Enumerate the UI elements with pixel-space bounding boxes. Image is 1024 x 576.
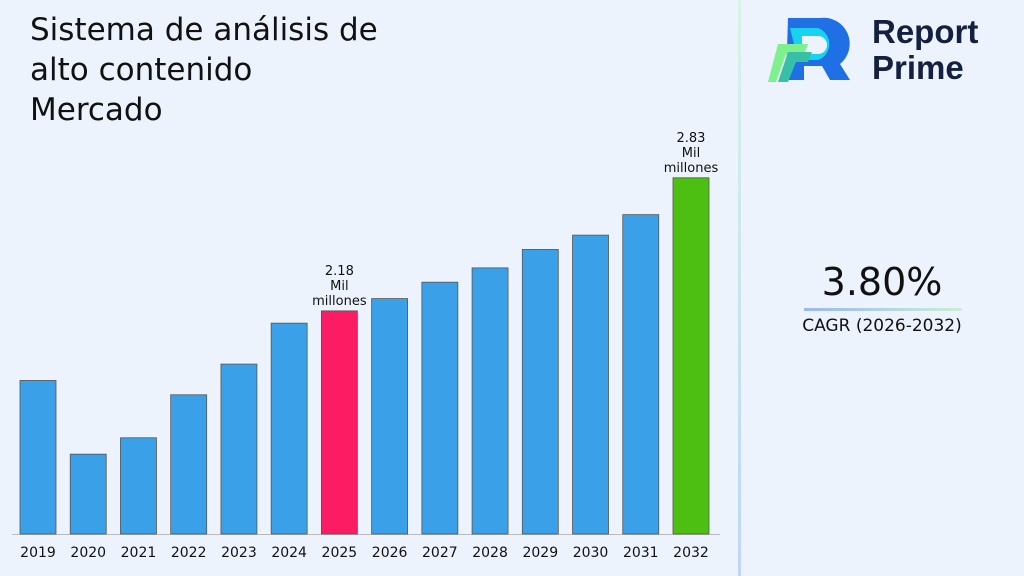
data-label: millones (312, 294, 367, 309)
bar-2022 (170, 394, 208, 535)
data-label: Mil (682, 146, 700, 161)
divider (738, 0, 741, 576)
x-tick-label: 2030 (573, 545, 609, 561)
cagr-label: CAGR (2026-2032) (802, 316, 962, 336)
bar-2020 (69, 453, 107, 535)
x-tick-label: 2020 (70, 545, 106, 561)
x-tick-label: 2028 (472, 545, 508, 561)
bar-2031 (622, 214, 660, 535)
x-tick-label: 2025 (322, 545, 358, 561)
x-tick-label: 2027 (422, 545, 458, 561)
bar-2032 (672, 177, 710, 535)
data-label: Mil (330, 279, 348, 294)
data-label: 2.83 (677, 131, 706, 146)
x-tick-label: 2021 (121, 545, 157, 561)
cagr-value: 3.80% (821, 260, 943, 304)
x-tick-label: 2032 (673, 545, 709, 561)
bar-2024 (270, 322, 308, 535)
report-prime-logo-icon (768, 17, 850, 82)
bar-chart: 2019 2020 2021 2022 2023 2024 2025 2026 2027 2028… (12, 131, 720, 561)
data-label: millones (664, 161, 719, 176)
x-tick-label: 2019 (20, 545, 56, 561)
x-tick-label: 2023 (221, 545, 257, 561)
bar-2021 (120, 437, 157, 535)
bar-2026 (371, 298, 409, 535)
x-tick-label: 2022 (171, 545, 207, 561)
brand-line-2: Prime (872, 49, 964, 86)
bar-2025 (320, 310, 358, 535)
brand-line-1: Report (872, 13, 979, 50)
x-tick-label: 2024 (271, 545, 307, 561)
bar-2027 (421, 281, 459, 535)
cagr-underline (804, 308, 962, 311)
bar-2028 (471, 267, 509, 535)
data-label: 2.18 (325, 264, 354, 279)
page-title: Sistema de análisis de alto contenido Me… (30, 12, 378, 128)
x-tick-label: 2031 (623, 545, 659, 561)
bar-2019 (19, 380, 57, 535)
brand-name: Report Prime (872, 14, 978, 86)
x-tick-label: 2026 (372, 545, 408, 561)
bar-2030 (572, 234, 609, 535)
bar-2023 (220, 363, 258, 535)
bar-2029 (521, 249, 559, 535)
x-tick-label: 2029 (522, 545, 558, 561)
